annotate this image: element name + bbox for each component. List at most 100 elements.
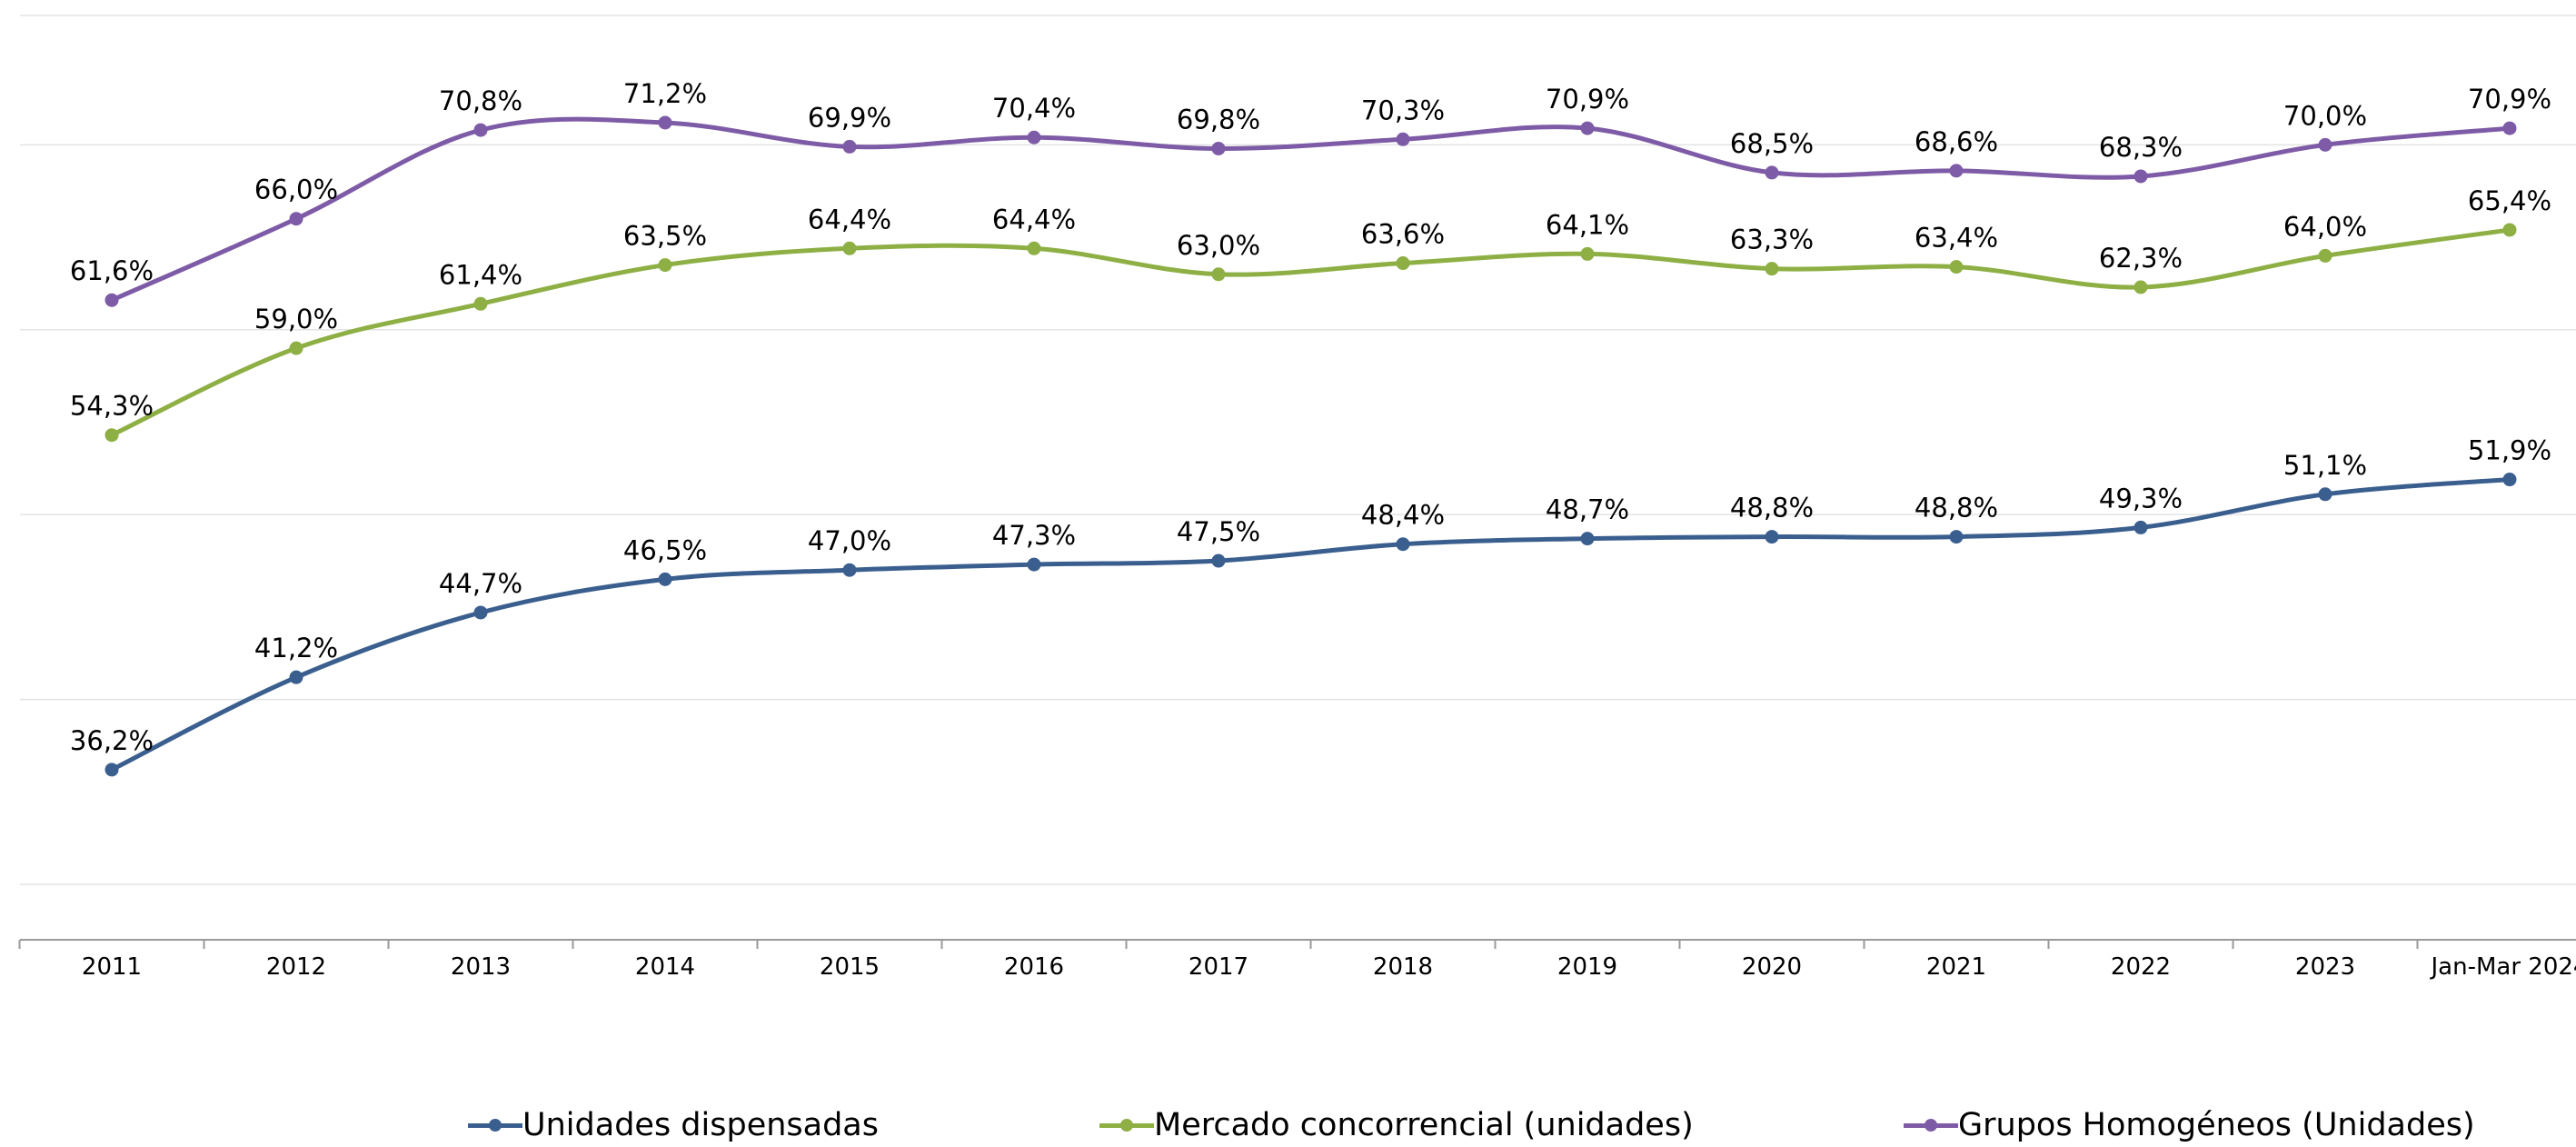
x-tick-label: 2019 — [1557, 953, 1617, 981]
data-label: 54,3% — [70, 391, 154, 422]
data-point — [1765, 530, 1779, 544]
data-label: 69,8% — [1177, 104, 1260, 135]
data-point — [1949, 164, 1964, 178]
x-tick-label: 2017 — [1189, 953, 1248, 981]
data-point — [2133, 520, 2148, 534]
data-label: 41,2% — [254, 633, 338, 663]
legend-item-mercado-concorrencial: Mercado concorrencial (unidades) — [1099, 1107, 1694, 1143]
data-label: 47,5% — [1177, 516, 1260, 547]
data-point — [1765, 262, 1779, 276]
data-point — [2502, 473, 2517, 487]
data-point — [1027, 557, 1041, 572]
data-point — [2318, 248, 2332, 263]
data-point — [1396, 537, 1410, 552]
data-label: 44,7% — [439, 568, 522, 599]
x-tick-label: 2013 — [451, 953, 511, 981]
series-line-1 — [109, 227, 2512, 438]
x-tick-label: Jan-Mar 2024 — [2430, 953, 2576, 981]
data-label: 70,0% — [2283, 100, 2367, 131]
data-label: 36,2% — [70, 725, 154, 756]
data-label: 63,3% — [1730, 224, 1814, 255]
data-labels: 36,2% 41,2% 44,7% 46,5% 47,0% 47,3% 47,5% 48,4%… — [70, 78, 2551, 756]
data-label: 68,3% — [2099, 132, 2183, 163]
data-label: 47,0% — [808, 525, 891, 556]
x-tick-label: 2022 — [2111, 953, 2171, 981]
data-point — [2502, 223, 2517, 237]
data-label: 68,6% — [1915, 126, 1998, 157]
data-point — [1027, 130, 1041, 145]
data-point — [2502, 121, 2517, 135]
data-label: 62,3% — [2099, 243, 2183, 274]
data-point — [1580, 532, 1595, 546]
data-point — [289, 670, 303, 684]
series-line-0 — [109, 477, 2512, 773]
x-axis: 2011 2012 2013 2014 2015 2016 2017 2018 2019 2020… — [18, 939, 2576, 981]
data-point — [842, 241, 857, 255]
data-point — [842, 139, 857, 154]
data-label: 64,1% — [1546, 209, 1629, 240]
data-label: 48,8% — [1730, 493, 1814, 524]
data-point — [104, 763, 119, 777]
data-label: 61,4% — [439, 259, 522, 290]
legend-label: Mercado concorrencial (unidades) — [1154, 1107, 1694, 1143]
x-tick-label: 2023 — [2295, 953, 2355, 981]
data-point — [104, 293, 119, 307]
data-label: 64,4% — [808, 204, 891, 234]
data-label: 47,3% — [992, 520, 1076, 551]
data-point — [473, 605, 488, 620]
legend-label: Grupos Homogéneos (Unidades) — [1958, 1107, 2475, 1143]
data-label: 51,1% — [2283, 450, 2367, 481]
data-point — [1580, 121, 1595, 135]
data-label: 68,5% — [1730, 128, 1814, 159]
data-label: 70,8% — [439, 85, 522, 116]
data-point — [1765, 165, 1779, 180]
data-point — [1211, 141, 1226, 155]
data-point — [2318, 137, 2332, 152]
x-tick-label: 2014 — [635, 953, 695, 981]
data-label: 70,4% — [992, 93, 1076, 124]
data-label: 66,0% — [254, 175, 338, 205]
x-tick-label: 2018 — [1373, 953, 1433, 981]
x-tick-label: 2015 — [820, 953, 880, 981]
data-label: 46,5% — [623, 534, 707, 565]
x-tick-label: 2011 — [82, 953, 142, 981]
data-point — [473, 296, 488, 311]
series-lines — [104, 115, 2517, 777]
data-label: 59,0% — [254, 304, 338, 334]
data-point — [2133, 280, 2148, 294]
data-label: 69,9% — [808, 102, 891, 133]
x-tick-label: 2021 — [1926, 953, 1986, 981]
data-label: 63,5% — [623, 221, 707, 252]
data-point — [842, 563, 857, 577]
data-point — [289, 341, 303, 355]
data-label: 63,4% — [1915, 223, 1998, 254]
data-label: 71,2% — [623, 78, 707, 109]
data-label: 70,9% — [2468, 84, 2551, 115]
data-label: 51,9% — [2468, 435, 2551, 466]
data-point — [658, 258, 672, 273]
legend-item-grupos-homogeneos: Grupos Homogéneos (Unidades) — [1904, 1107, 2475, 1143]
legend-item-unidades-dispensadas: Unidades dispensadas — [468, 1107, 879, 1143]
data-point — [1949, 260, 1964, 274]
data-point — [1396, 132, 1410, 146]
data-label: 70,3% — [1361, 95, 1445, 125]
data-point — [1027, 241, 1041, 255]
data-point — [1211, 267, 1226, 282]
data-point — [1396, 256, 1410, 271]
data-point — [2318, 487, 2332, 502]
legend-marker-unidades-dispensadas — [468, 1112, 522, 1139]
data-point — [658, 572, 672, 586]
data-label: 64,4% — [992, 204, 1076, 234]
data-label: 64,0% — [2283, 211, 2367, 242]
data-label: 49,3% — [2099, 483, 2183, 514]
data-point — [104, 428, 119, 443]
data-label: 70,9% — [1546, 84, 1629, 115]
data-point — [658, 115, 672, 130]
data-point — [289, 212, 303, 226]
x-tick-label: 2012 — [266, 953, 326, 981]
series-line-2 — [109, 116, 2512, 303]
legend-marker-mercado-concorrencial — [1099, 1112, 1154, 1139]
data-label: 48,4% — [1361, 500, 1445, 531]
data-label: 63,0% — [1177, 230, 1260, 261]
